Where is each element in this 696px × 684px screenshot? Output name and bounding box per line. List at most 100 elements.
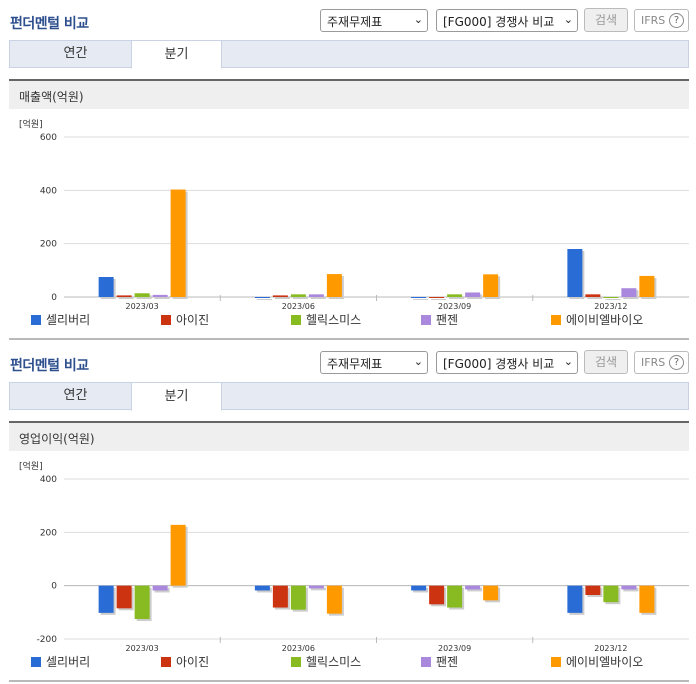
legend-label: 셀리버리	[46, 313, 91, 327]
fundamental-panel-sales: 펀더멘털 비교 주재무제표 ⌄ [FG000] 경쟁사 비교 ⌄ 검색 IFRS? …	[0, 0, 696, 340]
bar	[621, 585, 637, 590]
chart-legend: 셀리버리 아이진 헬릭스미스 팬젠 에이비엘바이오	[9, 309, 689, 329]
chevron-down-icon: ⌄	[413, 355, 423, 368]
bar	[326, 585, 342, 614]
x-tick-label: 2023/12	[594, 302, 627, 309]
section-header: 매출액(억원)	[9, 79, 689, 109]
x-tick-label: 2023/06	[282, 302, 315, 309]
legend-item: 헬릭스미스	[291, 653, 361, 670]
bar	[411, 585, 427, 591]
ifrs-label: IFRS	[641, 356, 666, 369]
legend-swatch	[291, 315, 301, 325]
y-tick-label: 0	[51, 293, 57, 303]
bar	[585, 585, 601, 595]
bar	[447, 585, 463, 608]
bar	[272, 295, 288, 297]
bar-shadow	[310, 587, 326, 591]
operating-profit-chart-plot: [억원] -200 0 200 400 2023/03 2023/06 2023/09 2023…	[19, 460, 689, 651]
period-tabs: 연간 분기	[9, 40, 689, 69]
bar	[603, 297, 619, 298]
legend-swatch	[31, 657, 41, 667]
legend-swatch	[161, 315, 171, 325]
comparison-group-select[interactable]: [FG000] 경쟁사 비교 ⌄	[436, 9, 578, 32]
panel-title: 펀더멘털 비교	[10, 358, 89, 374]
sales-chart-plot: [억원] 0 200 400 600 2023/03 2023/06 2023/09 2023/…	[19, 118, 689, 309]
legend-label: 에이비엘바이오	[566, 313, 644, 327]
legend-label: 헬릭스미스	[306, 313, 362, 327]
tab-quarter[interactable]: 분기	[131, 40, 222, 69]
bar-shadow	[623, 587, 639, 592]
legend-swatch	[161, 657, 171, 667]
legend-swatch	[551, 315, 561, 325]
bar	[621, 288, 637, 297]
legend-swatch	[291, 657, 301, 667]
legend-label: 팬젠	[436, 313, 459, 327]
bar-shadow	[154, 296, 170, 299]
bar-shadow	[431, 299, 447, 300]
legend-item: 에이비엘바이오	[551, 653, 643, 670]
x-tick-label: 2023/09	[438, 644, 471, 651]
x-tick-label: 2023/09	[438, 302, 471, 309]
help-icon: ?	[669, 13, 684, 28]
panel-header: 펀더멘털 비교 주재무제표 ⌄ [FG000] 경쟁사 비교 ⌄ 검색 IFRS?	[0, 0, 696, 40]
y-tick-label: 400	[40, 475, 57, 485]
help-icon: ?	[669, 355, 684, 370]
legend-label: 헬릭스미스	[306, 655, 362, 669]
period-tabs: 연간 분기	[9, 382, 689, 411]
bar	[254, 585, 270, 591]
bar	[134, 293, 150, 297]
chevron-down-icon: ⌄	[563, 13, 573, 26]
legend-label: 아이진	[176, 655, 210, 669]
search-button[interactable]: 검색	[584, 350, 628, 374]
legend-item: 팬젠	[421, 311, 458, 328]
bar	[639, 275, 655, 297]
unit-label: [억원]	[19, 118, 43, 130]
bar	[272, 585, 288, 608]
ifrs-label: IFRS	[641, 14, 666, 27]
comparison-group-select[interactable]: [FG000] 경쟁사 비교 ⌄	[436, 351, 578, 374]
bar	[254, 297, 270, 298]
bar	[585, 294, 601, 297]
legend-label: 팬젠	[436, 655, 459, 669]
panel-title: 펀더멘털 비교	[10, 16, 89, 32]
bar	[308, 294, 324, 297]
legend-swatch	[421, 657, 431, 667]
y-tick-label: 600	[40, 133, 57, 143]
y-tick-label: 200	[40, 240, 57, 250]
financial-statement-select[interactable]: 주재무제표 ⌄	[320, 351, 428, 374]
bar	[290, 294, 306, 297]
legend-label: 셀리버리	[46, 655, 91, 669]
bar-shadow	[587, 296, 603, 299]
search-button[interactable]: 검색	[584, 8, 628, 32]
bar	[429, 297, 445, 298]
bar	[429, 585, 445, 605]
bar	[483, 274, 499, 297]
fundamental-panel-operating-profit: 펀더멘털 비교 주재무제표 ⌄ [FG000] 경쟁사 비교 ⌄ 검색 IFRS? …	[0, 342, 696, 684]
bar	[98, 277, 114, 297]
bar-shadow	[449, 296, 465, 299]
bar	[447, 294, 463, 297]
tab-annual[interactable]: 연간	[63, 46, 88, 61]
y-tick-label: 200	[40, 528, 57, 538]
tab-annual[interactable]: 연간	[63, 388, 88, 403]
bar	[152, 294, 168, 297]
legend-item: 에이비엘바이오	[551, 311, 643, 328]
tab-quarter[interactable]: 분기	[131, 382, 222, 411]
y-tick-label: -200	[37, 635, 58, 645]
bar	[170, 524, 186, 586]
x-tick-label: 2023/06	[282, 644, 315, 651]
ifrs-help-button[interactable]: IFRS?	[634, 351, 689, 374]
chart-legend: 셀리버리 아이진 헬릭스미스 팬젠 에이비엘바이오	[9, 651, 689, 671]
bar-shadow	[413, 299, 429, 300]
bar	[98, 585, 114, 613]
bar-shadow	[467, 587, 483, 592]
legend-item: 헬릭스미스	[291, 311, 361, 328]
bar	[326, 274, 342, 297]
financial-statement-select[interactable]: 주재무제표 ⌄	[320, 9, 428, 32]
ifrs-help-button[interactable]: IFRS?	[634, 9, 689, 32]
legend-item: 셀리버리	[31, 653, 90, 670]
x-tick-label: 2023/03	[126, 644, 159, 651]
operating-profit-chart: [억원] -200 0 200 400 2023/03 2023/06 2023/09 2023…	[9, 451, 689, 679]
panel-header: 펀더멘털 비교 주재무제표 ⌄ [FG000] 경쟁사 비교 ⌄ 검색 IFRS?	[0, 342, 696, 382]
bar	[465, 292, 481, 297]
